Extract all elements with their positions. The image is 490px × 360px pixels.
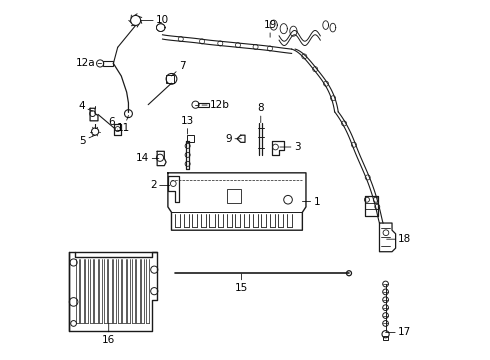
- Text: 12a: 12a: [75, 58, 101, 68]
- Bar: [103, 61, 113, 66]
- Bar: [166, 75, 174, 83]
- Bar: [383, 336, 389, 340]
- Text: 14: 14: [136, 153, 159, 163]
- Text: 13: 13: [181, 116, 194, 134]
- Text: 1: 1: [302, 197, 320, 207]
- Text: 9: 9: [225, 134, 242, 144]
- Text: 7: 7: [172, 61, 186, 76]
- Bar: [227, 189, 242, 203]
- Text: 18: 18: [387, 234, 411, 244]
- Text: 17: 17: [386, 327, 411, 337]
- Text: 2: 2: [150, 180, 170, 190]
- Bar: [187, 135, 194, 141]
- Text: 10: 10: [141, 15, 169, 26]
- Text: 3: 3: [280, 142, 300, 152]
- Text: 19: 19: [264, 20, 277, 37]
- Text: 6: 6: [108, 117, 118, 129]
- Text: 8: 8: [257, 103, 264, 123]
- Text: 15: 15: [235, 274, 248, 293]
- Text: 12b: 12b: [202, 100, 230, 110]
- Text: 16: 16: [102, 323, 115, 345]
- Text: 11: 11: [117, 116, 130, 133]
- Text: 5: 5: [79, 135, 95, 145]
- Bar: [198, 103, 209, 107]
- Text: 4: 4: [78, 102, 93, 112]
